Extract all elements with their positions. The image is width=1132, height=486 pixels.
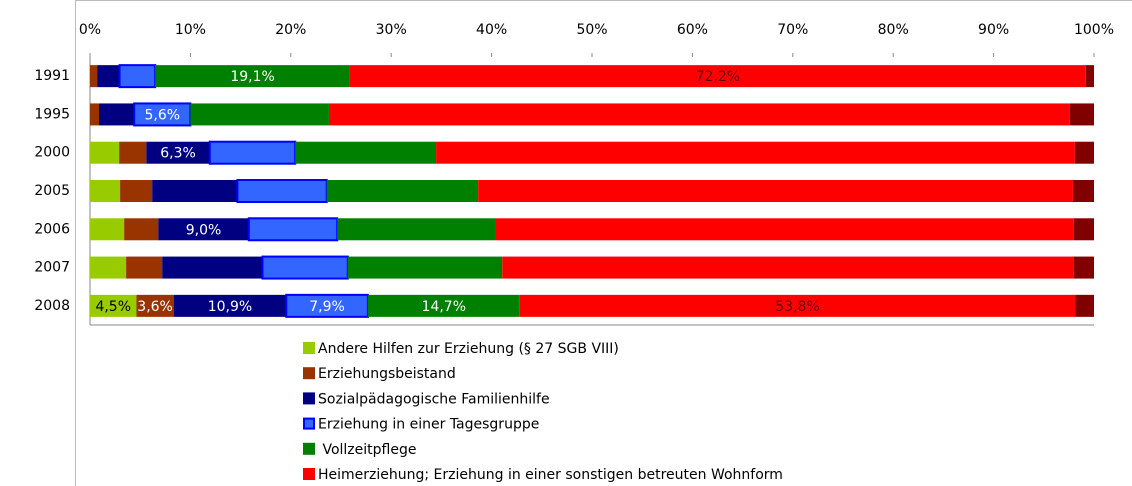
bar-segment (120, 180, 153, 202)
bar-segment (519, 294, 1076, 317)
bar-segment (1073, 218, 1094, 241)
bar-segment (90, 180, 121, 202)
bar-segment (97, 65, 120, 88)
legend-label: Erziehungsbeistand (318, 366, 456, 382)
legend-label: Andere Hilfen zur Erziehung (§ 27 SGB VI… (318, 341, 619, 357)
bar-segment (1085, 65, 1094, 88)
y-tick-label: 2007 (34, 260, 70, 276)
bar-segment (367, 294, 520, 317)
bar-segment (247, 217, 339, 242)
bar-segment (1073, 256, 1094, 279)
bar-segment (173, 294, 287, 317)
data-label: 72,2% (696, 69, 740, 85)
bar-segment (326, 180, 479, 202)
data-label: 53,8% (775, 299, 819, 315)
data-label: 19,1% (230, 69, 274, 85)
bar-segment (90, 141, 120, 164)
legend-swatch (303, 342, 315, 354)
x-tick-label: 30% (376, 22, 407, 38)
y-tick-label: 1991 (34, 68, 70, 84)
x-tick-label: 10% (175, 22, 206, 38)
bar-segment (436, 141, 1075, 164)
bar-segment (126, 256, 163, 279)
legend-swatch (303, 417, 315, 430)
bar-segment (90, 218, 125, 241)
bar-segment (152, 180, 238, 202)
data-label: 9,0% (186, 222, 222, 238)
bar-segment (190, 103, 329, 126)
x-tick-label: 70% (777, 22, 808, 38)
bar-segment (349, 65, 1086, 88)
bar-segment (495, 218, 1074, 241)
bar-segment (337, 218, 496, 241)
bar-segment (295, 141, 437, 164)
y-tick-label: 2006 (34, 221, 70, 237)
x-tick-label: 40% (476, 22, 507, 38)
y-tick-label: 2008 (34, 298, 70, 314)
y-tick-label: 2000 (34, 145, 70, 161)
bar-segment (347, 256, 503, 279)
bar-segment (146, 141, 210, 164)
data-label: 7,9% (309, 299, 345, 315)
y-tick-label: 2005 (34, 183, 70, 199)
bar-segment (236, 179, 328, 203)
bar-segment (90, 65, 98, 88)
bar-segment (90, 294, 137, 317)
bar-segment (1072, 180, 1094, 202)
bar-segment (119, 141, 147, 164)
x-tick-label: 100% (1074, 22, 1114, 38)
bar-segment (155, 65, 350, 88)
data-label: 5,6% (144, 107, 180, 123)
legend-swatch (303, 367, 315, 380)
data-label: 14,7% (422, 299, 466, 315)
data-label: 6,3% (160, 146, 196, 162)
y-tick-label: 1995 (34, 106, 70, 122)
bar-segment (1074, 141, 1094, 164)
x-tick-label: 50% (576, 22, 607, 38)
bar-segment (162, 256, 263, 279)
data-label: 3,6% (137, 299, 173, 315)
x-tick-label: 80% (878, 22, 909, 38)
bar-segment (118, 64, 157, 89)
legend-label: Erziehung in einer Tagesgruppe (318, 417, 539, 433)
bar-segment (208, 140, 297, 165)
bar-segment (328, 103, 1070, 126)
bar-segment (502, 256, 1074, 279)
x-tick-label: 0% (79, 22, 101, 38)
bar-segment (478, 180, 1073, 202)
data-label: 4,5% (95, 299, 131, 315)
x-tick-label: 60% (677, 22, 708, 38)
x-tick-label: 20% (275, 22, 306, 38)
bar-segment (90, 256, 127, 279)
data-label: 10,9% (208, 299, 252, 315)
legend-label: Sozialpädagogische Familienhilfe (318, 391, 550, 407)
legend-swatch (303, 468, 315, 480)
legend-label: Heimerziehung; Erziehung in einer sonsti… (318, 467, 783, 483)
bar-segment (158, 218, 249, 241)
x-tick-label: 90% (978, 22, 1009, 38)
legend-swatch (303, 442, 315, 455)
bar-segment (136, 294, 174, 317)
legend-swatch (303, 392, 315, 405)
bar-segment (124, 218, 159, 241)
bar-segment (90, 103, 100, 126)
bar-segment (261, 255, 349, 280)
bar-segment (1075, 294, 1094, 317)
legend-label: Vollzeitpflege (318, 442, 416, 458)
bar-segment (1069, 103, 1094, 126)
bar-segment (99, 103, 135, 126)
